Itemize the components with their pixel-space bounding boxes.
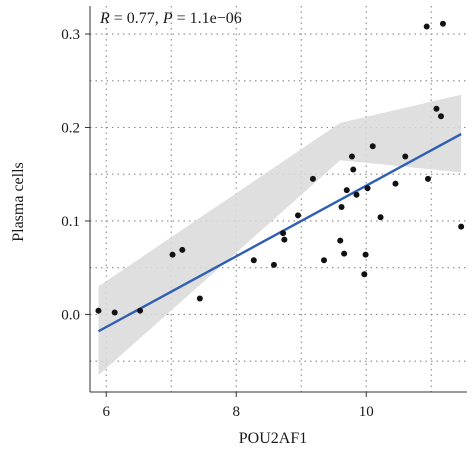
data-point: [353, 191, 360, 198]
data-point: [309, 175, 316, 182]
data-point: [458, 223, 465, 230]
annotation-p-value: = 1.1e−06: [173, 10, 242, 27]
x-tick-label: 8: [233, 404, 241, 420]
data-point: [337, 237, 344, 244]
data-point: [423, 23, 430, 30]
data-point: [361, 271, 368, 278]
y-axis-title: Plasma cells: [10, 162, 27, 242]
data-point: [280, 230, 287, 237]
data-point: [179, 246, 186, 253]
data-point: [439, 20, 446, 27]
data-point: [281, 236, 288, 243]
data-point: [321, 257, 327, 264]
data-point: [369, 143, 376, 150]
data-point: [425, 175, 431, 182]
data-point: [438, 113, 444, 120]
data-points: [95, 20, 465, 316]
axes: 6 8 10 0.0 0.1 0.2 0.3: [61, 6, 467, 420]
data-point: [169, 251, 176, 258]
regression-line-group: [97, 132, 462, 333]
data-point: [348, 153, 355, 160]
data-point: [392, 180, 399, 187]
data-point: [364, 185, 371, 192]
data-point: [433, 105, 440, 112]
data-point: [196, 295, 203, 302]
data-point: [338, 203, 345, 210]
data-point: [343, 187, 350, 194]
correlation-annotation: R = 0.77, P = 1.1e−06: [99, 10, 242, 27]
y-tick-label: 0.0: [61, 307, 80, 323]
confidence-band-area: [98, 94, 462, 376]
data-point: [250, 257, 257, 264]
confidence-band: [98, 94, 462, 376]
data-point: [341, 250, 348, 257]
annotation-p-label: P: [162, 10, 173, 27]
data-point: [295, 212, 301, 219]
data-point: [270, 261, 277, 268]
x-axis-title: POU2AF1: [239, 430, 307, 447]
annotation-r-value: = 0.77,: [110, 10, 163, 27]
data-point: [111, 309, 118, 316]
x-tick-label: 6: [103, 404, 111, 420]
data-point: [377, 214, 384, 221]
data-point: [402, 153, 409, 160]
annotation-r-label: R: [99, 10, 110, 27]
x-tick-label: 10: [359, 404, 374, 420]
y-tick-label: 0.1: [61, 214, 80, 230]
regression-line: [97, 132, 462, 333]
data-point: [137, 307, 144, 314]
data-point: [350, 166, 357, 173]
data-point: [362, 251, 369, 258]
y-tick-label: 0.3: [61, 27, 80, 43]
data-point: [95, 307, 102, 314]
y-tick-label: 0.2: [61, 121, 80, 137]
